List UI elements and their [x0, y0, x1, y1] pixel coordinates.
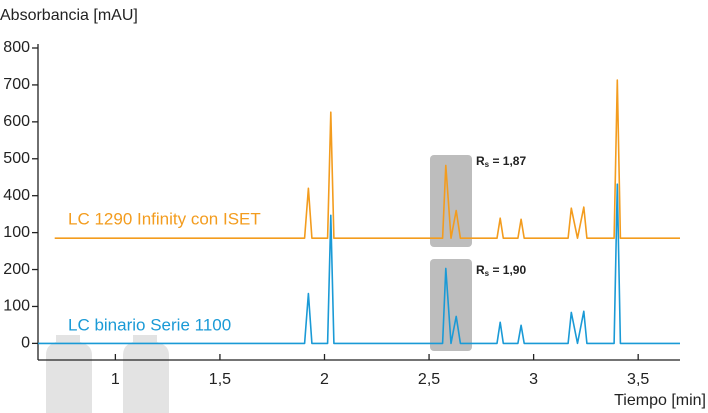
y-tick-label: 0: [21, 335, 30, 352]
series-label: LC binario Serie 1100: [68, 315, 231, 334]
y-tick-label: 200: [3, 261, 30, 278]
annotation: Rs = 1,90: [476, 263, 526, 278]
trace: [54, 79, 680, 239]
annotation: Rs = 1,87: [476, 154, 526, 169]
highlight-box: [430, 259, 472, 351]
x-tick-label: 2: [320, 371, 329, 388]
x-tick-label: 2,5: [418, 371, 440, 388]
x-tick-label: 1,5: [209, 371, 231, 388]
decor: [46, 335, 169, 413]
y-tick-label: 100: [3, 298, 30, 315]
x-tick-label: 1: [111, 371, 120, 388]
y-tick-label: 600: [3, 113, 30, 130]
x-tick-label: 3,5: [627, 371, 649, 388]
series-label: LC 1290 Infinity con ISET: [68, 209, 261, 228]
y-tick-label: 400: [3, 187, 30, 204]
y-tick-label: 500: [3, 150, 30, 167]
y-tick-label: 700: [3, 76, 30, 93]
trace: [38, 183, 680, 345]
y-tick-label: 800: [3, 39, 30, 56]
x-tick-label: 3: [529, 371, 538, 388]
highlight-box: [430, 155, 472, 247]
y-axis-title: Absorbancia [mAU]: [0, 7, 138, 24]
x-axis-title: Tiempo [min]: [614, 392, 706, 409]
y-tick-label: 100: [3, 224, 30, 241]
